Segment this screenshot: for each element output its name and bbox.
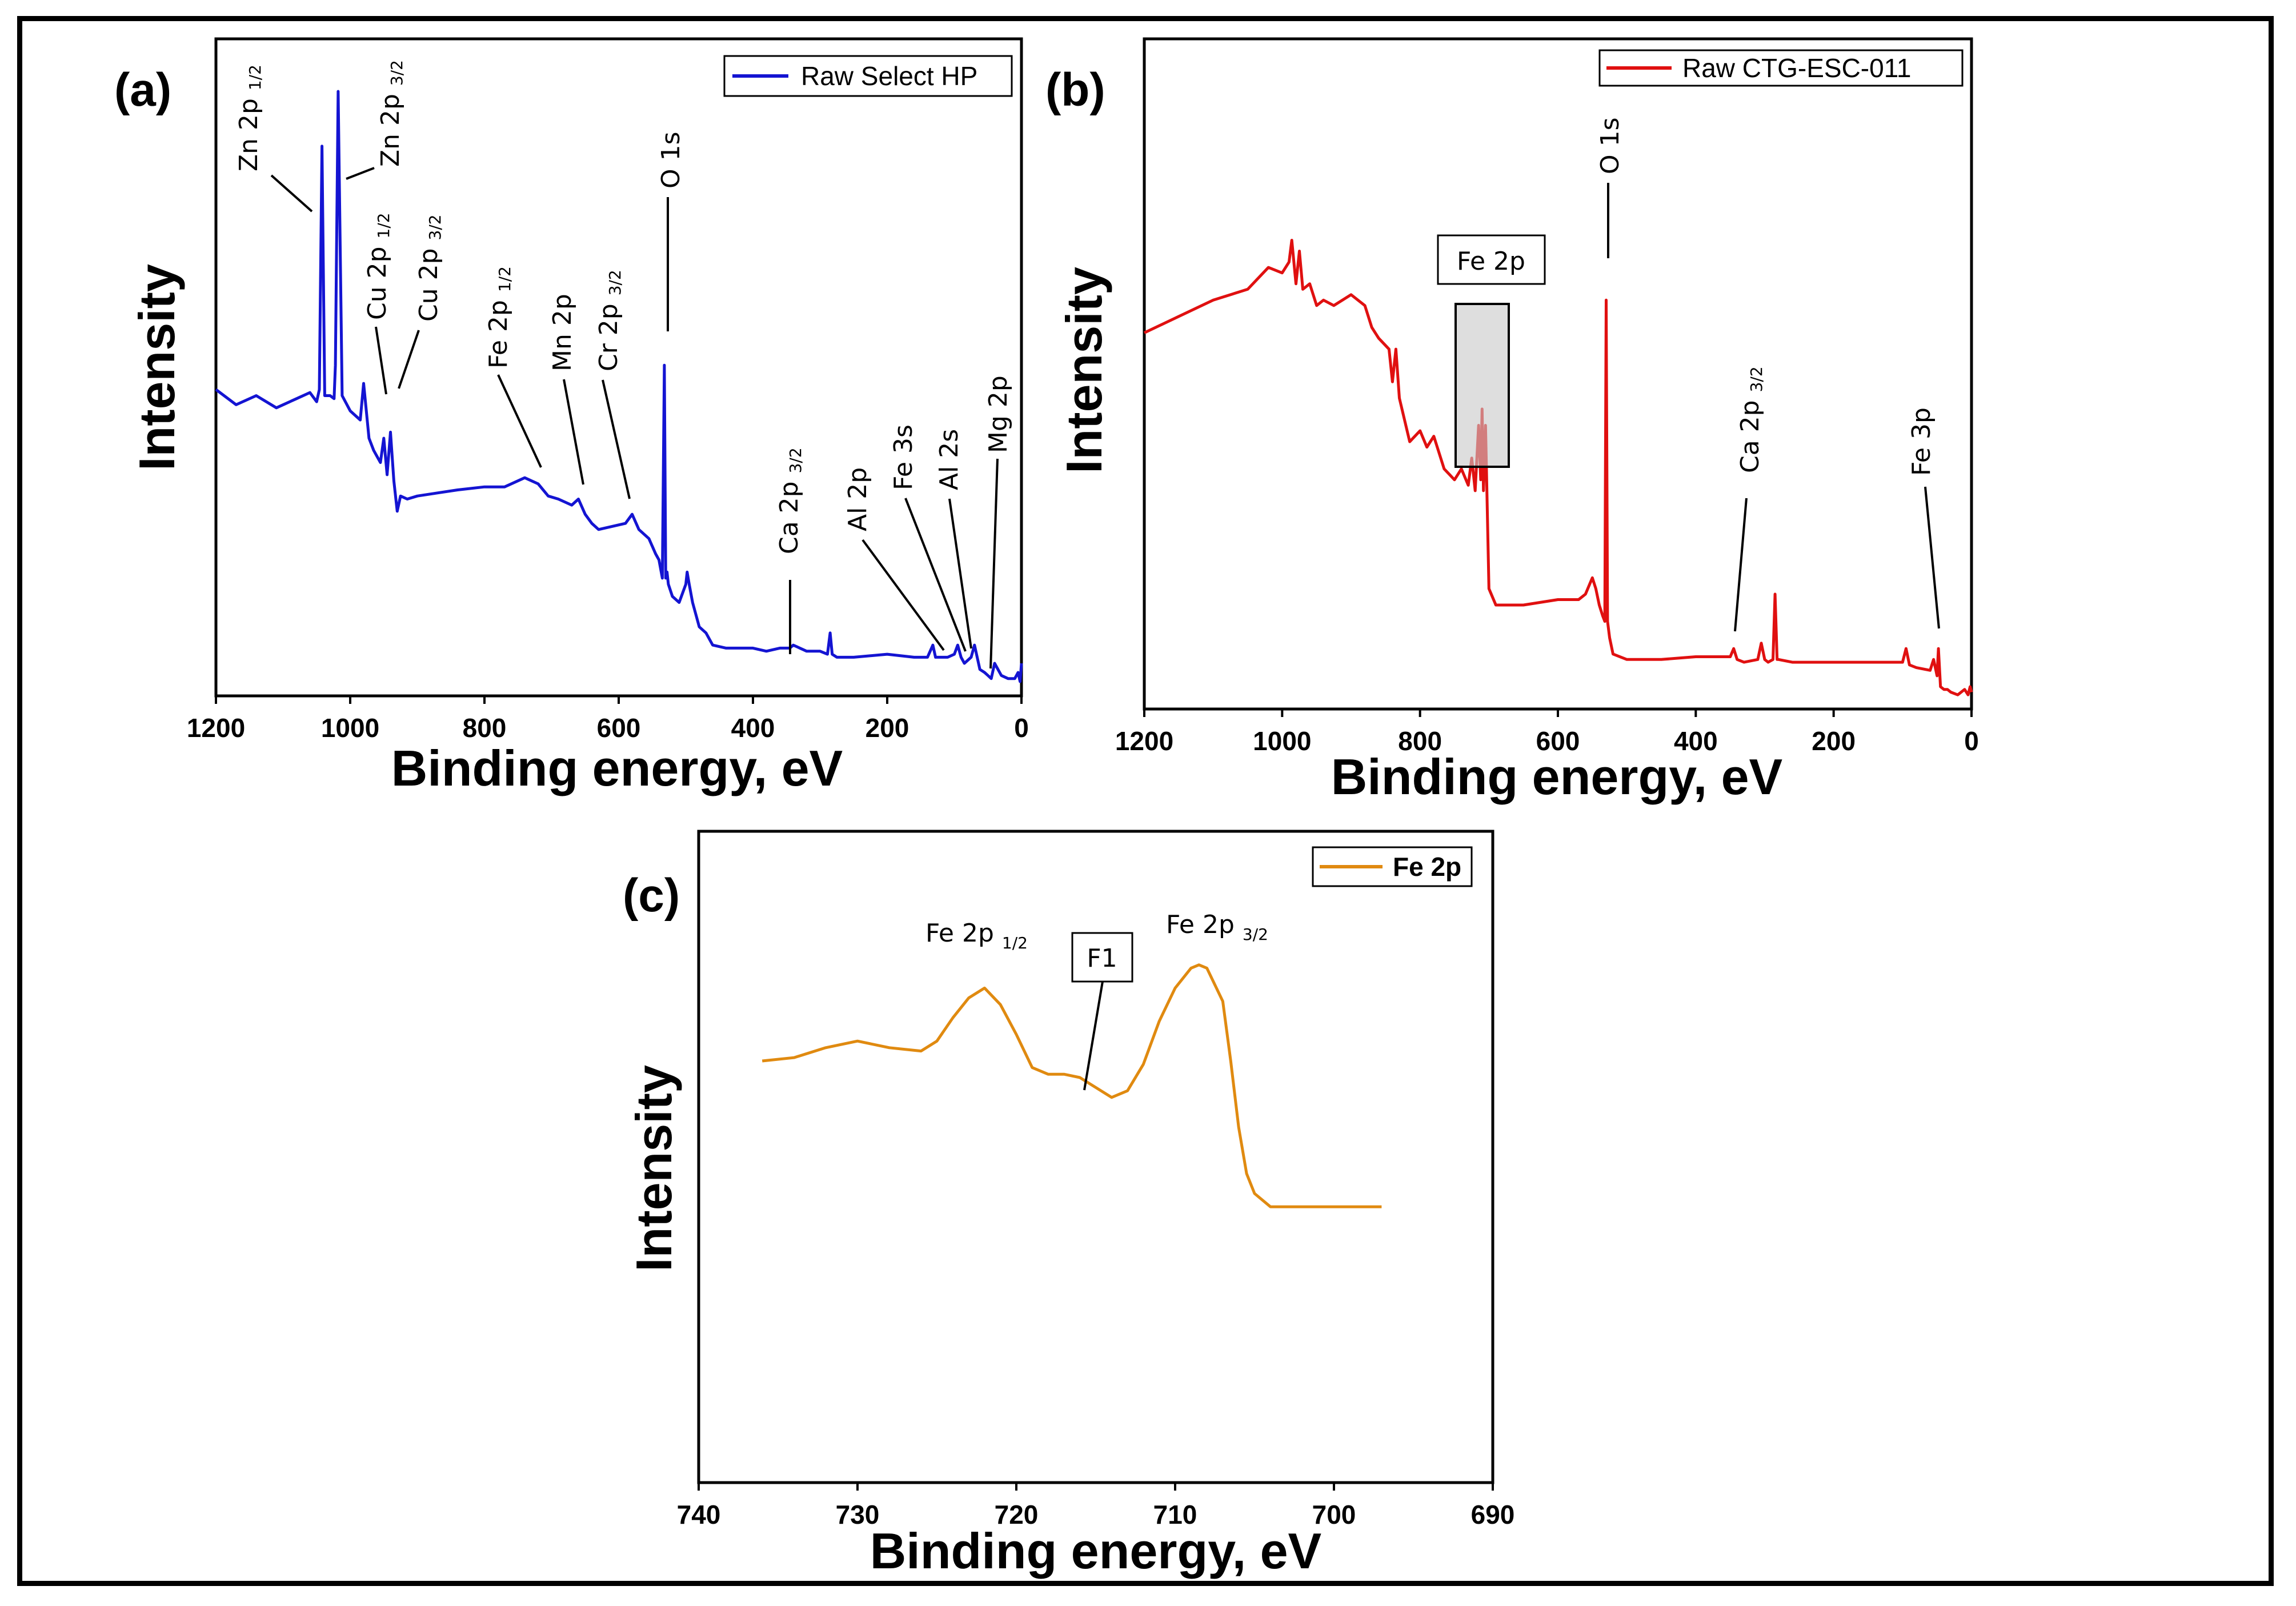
panel-a-x-tick-label: 400: [731, 713, 775, 743]
figure-border: [17, 16, 2274, 1586]
panel-a-annotation-o1s: O 1s: [656, 131, 686, 189]
panel-a-annotation-fe3s: Fe 3s: [889, 424, 918, 490]
panel-a-annotation-ca2p32: Ca 2p 3/2: [775, 447, 805, 554]
panel-a-x-tick-label: 200: [865, 713, 909, 743]
panel-a-x-tick-label: 0: [1014, 713, 1029, 743]
panel-a-leader-al2p: [861, 539, 945, 651]
panel-c-series-line: [762, 963, 1382, 1208]
panel-c-f1-label-box: [1071, 932, 1133, 983]
panel-b-fe2p-label-box: [1437, 234, 1546, 285]
panel-a-annotation-al2p: Al 2p: [843, 467, 872, 531]
panel-a-leader-cu2p32: [398, 330, 420, 389]
panel-b-annotation-fe2p: Fe 2p: [1457, 247, 1525, 276]
panel-a-x-axis-title: Binding energy, eV: [391, 740, 843, 796]
panel-a-annotation-mn2p: Mn 2p: [548, 294, 577, 371]
panel-b-x-tick-label: 600: [1536, 726, 1580, 756]
panel-b-plot-area: [1143, 37, 1973, 711]
panel-b-y-axis-title: Intensity: [1056, 267, 1112, 474]
panel-a-annotation-cu2p12: Cu 2p 1/2: [363, 213, 393, 320]
panel-a-legend-label: Raw Select HP: [801, 61, 977, 91]
panel-a-label: (a): [114, 64, 171, 116]
panel-b-x-tick-label: 1200: [1115, 726, 1173, 756]
panel-a-leader-zn2p12: [270, 174, 313, 213]
panel-a-x-tick-label: 600: [597, 713, 641, 743]
panel-c-x-tick-label: 740: [677, 1500, 721, 1529]
panel-a-series-line: [215, 90, 1023, 683]
panel-c-x-tick-label: 720: [995, 1500, 1039, 1529]
panel-a-annotation-fe2p12: Fe 2p 1/2: [484, 266, 514, 369]
panel-b: (b) 1200 1000 800 600 400 200 0 Binding energy…: [1045, 37, 1979, 805]
panel-b-x-ticks: 1200 1000 800 600 400 200 0: [1115, 709, 1979, 756]
panel-b-annotations: Fe 2p O 1s Ca 2p 3/2 Fe 3p: [1437, 117, 1940, 632]
panel-a-leader-fe2p12: [497, 374, 542, 468]
panel-c-legend-label: Fe 2p: [1393, 852, 1461, 882]
panel-b-leader-fe3p: [1924, 486, 1940, 629]
panel-a-y-axis-title: Intensity: [129, 264, 185, 471]
panel-b-leader-ca2p32: [1734, 498, 1748, 632]
panel-c-x-tick-label: 710: [1153, 1500, 1197, 1529]
panel-c-annotation-fe2p32: Fe 2p 3/2: [1166, 910, 1268, 944]
panel-a-x-tick-label: 1200: [187, 713, 245, 743]
panel-b-series-line: [1143, 239, 1973, 696]
panel-c: (c) 740 730 720 710 700 690 Binding energy, e…: [623, 830, 1515, 1579]
panel-a-legend: Raw Select HP: [723, 55, 1013, 97]
panel-a-leader-zn2p32: [346, 167, 375, 180]
panel-b-label: (b): [1045, 64, 1105, 116]
panel-a: (a) 1200 1000 800 600 400 200 0 Binding energy…: [114, 37, 1029, 796]
panel-b-x-tick-label: 400: [1674, 726, 1718, 756]
panel-a-leader-cr2p32: [602, 379, 631, 499]
panel-a-leader-mg2p: [989, 458, 999, 669]
panel-a-leader-mn2p: [563, 379, 584, 485]
panel-a-annotation-cr2p32: Cr 2p 3/2: [594, 270, 624, 371]
panel-c-leader-f1: [1083, 981, 1104, 1091]
panel-a-leader-cu2p12: [375, 326, 387, 395]
panel-c-x-tick-label: 730: [836, 1500, 880, 1529]
panel-c-annotations: Fe 2p 1/2 F1 Fe 2p 3/2: [925, 910, 1268, 1091]
panel-a-x-tick-label: 800: [463, 713, 507, 743]
panel-b-annotation-ca2p32: Ca 2p 3/2: [1736, 366, 1766, 473]
panel-b-x-tick-label: 0: [1964, 726, 1979, 756]
panel-c-x-tick-label: 690: [1471, 1500, 1515, 1529]
panel-a-leader-al2s: [948, 498, 972, 649]
panel-b-x-axis-title: Binding energy, eV: [1331, 748, 1783, 805]
panel-c-x-ticks: 740 730 720 710 700 690: [677, 1483, 1515, 1529]
panel-b-legend-label: Raw CTG-ESC-011: [1682, 53, 1911, 83]
panel-a-annotation-cu2p32: Cu 2p 3/2: [414, 214, 444, 322]
panel-a-x-ticks: 1200 1000 800 600 400 200 0: [187, 696, 1029, 743]
panel-c-annotation-fe2p12: Fe 2p 1/2: [925, 919, 1028, 952]
panel-a-annotations: Zn 2p 1/2 Zn 2p 3/2 Cu 2p 1/2 Cu 2p 3/2 …: [234, 60, 1013, 669]
panel-b-x-tick-label: 1000: [1253, 726, 1311, 756]
panel-a-annotation-zn2p32: Zn 2p 3/2: [376, 60, 406, 167]
panel-b-annotation-o1s: O 1s: [1596, 117, 1625, 174]
panel-c-legend: Fe 2p: [1312, 846, 1473, 887]
panel-b-x-tick-label: 200: [1812, 726, 1856, 756]
panel-c-annotation-f1: F1: [1087, 944, 1117, 973]
panel-a-annotation-al2s: Al 2s: [935, 429, 964, 490]
panel-a-annotation-zn2p12: Zn 2p 1/2: [234, 65, 265, 171]
panel-c-label: (c): [623, 870, 680, 922]
panel-b-annotation-fe3p: Fe 3p: [1907, 407, 1936, 476]
panel-b-legend: Raw CTG-ESC-011: [1598, 49, 1964, 87]
panel-a-leader-fe3s: [904, 498, 967, 652]
panel-a-x-tick-label: 1000: [321, 713, 379, 743]
panel-c-plot-area: [697, 830, 1494, 1484]
panel-a-annotation-mg2p: Mg 2p: [984, 375, 1013, 453]
panel-c-x-tick-label: 700: [1312, 1500, 1356, 1529]
panel-c-y-axis-title: Intensity: [626, 1065, 682, 1272]
panel-b-x-tick-label: 800: [1398, 726, 1442, 756]
panel-c-x-axis-title: Binding energy, eV: [870, 1523, 1322, 1579]
panel-b-fe2p-highlight: [1454, 303, 1510, 468]
